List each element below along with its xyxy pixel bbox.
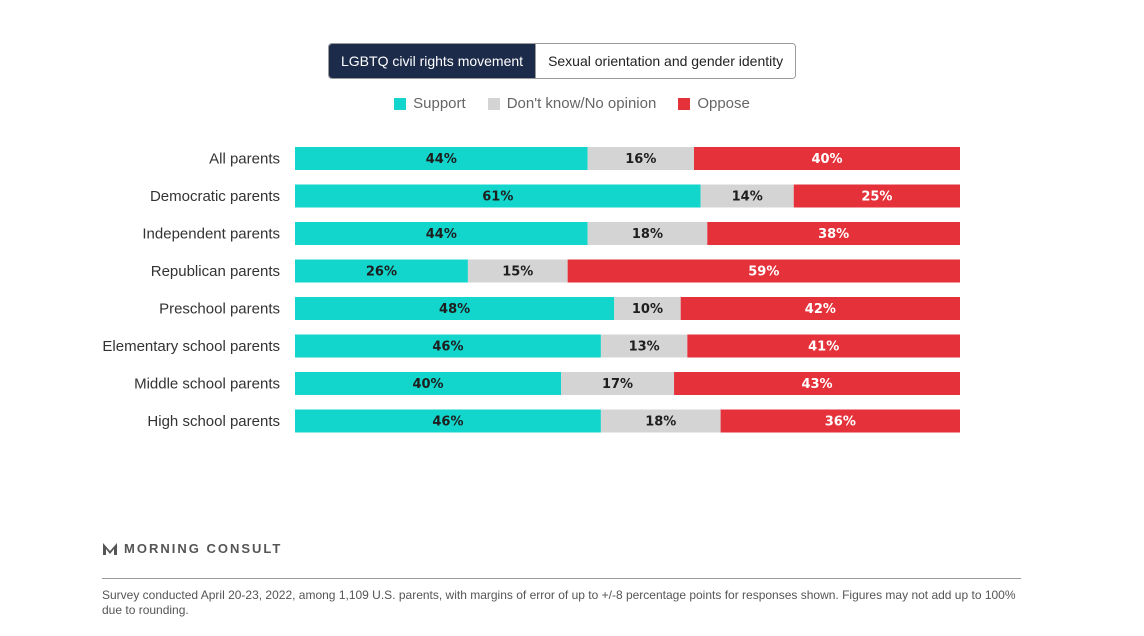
bar-segment-support[interactable]: [295, 259, 468, 283]
tab-lgbtq-civil-rights[interactable]: LGBTQ civil rights movement: [329, 44, 536, 78]
row-label: Preschool parents: [159, 300, 280, 317]
bar-segment-dont-know[interactable]: [600, 334, 688, 358]
dont-know-swatch: [487, 97, 500, 110]
data-label: 40%: [412, 377, 443, 392]
row-label: All parents: [209, 150, 280, 167]
data-label: 44%: [426, 227, 457, 242]
footer-divider: [102, 578, 1021, 579]
footnote: Survey conducted April 20-23, 2022, amon…: [102, 588, 1016, 617]
row-label: Democratic parents: [150, 188, 280, 205]
bar-segment-oppose[interactable]: [793, 184, 960, 208]
row-label: Independent parents: [142, 225, 280, 242]
data-label: 44%: [426, 152, 457, 167]
bar-segment-support[interactable]: [295, 372, 561, 395]
data-label: 25%: [861, 190, 892, 205]
legend-item-support[interactable]: Support: [394, 95, 466, 112]
data-label: 48%: [439, 302, 470, 317]
bar-segment-oppose[interactable]: [707, 222, 960, 245]
bar-segment-oppose[interactable]: [720, 409, 960, 433]
data-label: 38%: [818, 227, 849, 242]
bar-segment-support[interactable]: [295, 184, 701, 208]
data-label: 10%: [632, 302, 663, 317]
legend-item-dont-know[interactable]: Don't know/No opinion: [487, 95, 657, 112]
bar-segment-dont-know[interactable]: [561, 372, 675, 395]
data-label: 46%: [432, 415, 463, 430]
data-label: 41%: [808, 340, 839, 355]
data-label: 18%: [645, 415, 676, 430]
data-label: 14%: [732, 190, 763, 205]
chart-legend: Support Don't know/No opinion Oppose: [0, 95, 1144, 112]
data-label: 17%: [602, 377, 633, 392]
data-label: 16%: [625, 152, 656, 167]
data-label: 36%: [825, 415, 856, 430]
data-label: 59%: [748, 265, 779, 280]
stacked-bar-chart: All parents 44% 16% 40% Democratic parents 61…: [102, 147, 960, 433]
bar-segment-oppose[interactable]: [680, 297, 960, 320]
bar-segment-oppose[interactable]: [567, 259, 960, 283]
data-label: 18%: [632, 227, 663, 242]
data-label: 42%: [805, 302, 836, 317]
data-label: 13%: [629, 340, 660, 355]
bar-segment-support[interactable]: [295, 297, 615, 320]
legend-label-dont-know: Don't know/No opinion: [506, 95, 657, 112]
row-label: Elementary school parents: [102, 338, 280, 355]
bar-segment-dont-know[interactable]: [700, 184, 794, 208]
legend-label-support: Support: [413, 95, 466, 112]
legend-item-oppose[interactable]: Oppose: [678, 95, 750, 112]
bar-segment-dont-know[interactable]: [614, 297, 681, 320]
row-label: High school parents: [147, 413, 280, 430]
data-label: 46%: [432, 340, 463, 355]
bar-segment-dont-know[interactable]: [587, 147, 694, 170]
oppose-swatch: [678, 97, 691, 110]
bar-segment-dont-know[interactable]: [600, 409, 721, 433]
bar-segment-support[interactable]: [295, 409, 601, 433]
brand-logo: MORNING CONSULT: [102, 541, 282, 556]
bar-segment-support[interactable]: [295, 222, 588, 245]
data-label: 40%: [811, 152, 842, 167]
brand-name: MORNING CONSULT: [124, 541, 283, 556]
morning-consult-logo-icon: [103, 542, 117, 555]
data-label: 15%: [502, 265, 533, 280]
bar-segment-oppose[interactable]: [674, 372, 960, 395]
bar-segment-dont-know[interactable]: [587, 222, 708, 245]
row-label: Republican parents: [151, 263, 280, 280]
support-swatch: [394, 97, 407, 110]
bar-segment-oppose[interactable]: [687, 334, 960, 358]
tab-sexual-orientation[interactable]: Sexual orientation and gender identity: [535, 44, 796, 78]
data-label: 43%: [801, 377, 832, 392]
chart-toggle: LGBTQ civil rights movement Sexual orien…: [328, 43, 797, 79]
bar-segment-dont-know[interactable]: [467, 259, 568, 283]
bar-segment-support[interactable]: [295, 147, 588, 170]
data-label: 26%: [366, 265, 397, 280]
data-label: 61%: [482, 190, 513, 205]
bar-segment-oppose[interactable]: [694, 147, 960, 170]
row-label: Middle school parents: [134, 375, 280, 392]
bar-segment-support[interactable]: [295, 334, 601, 358]
legend-label-oppose: Oppose: [697, 95, 750, 112]
